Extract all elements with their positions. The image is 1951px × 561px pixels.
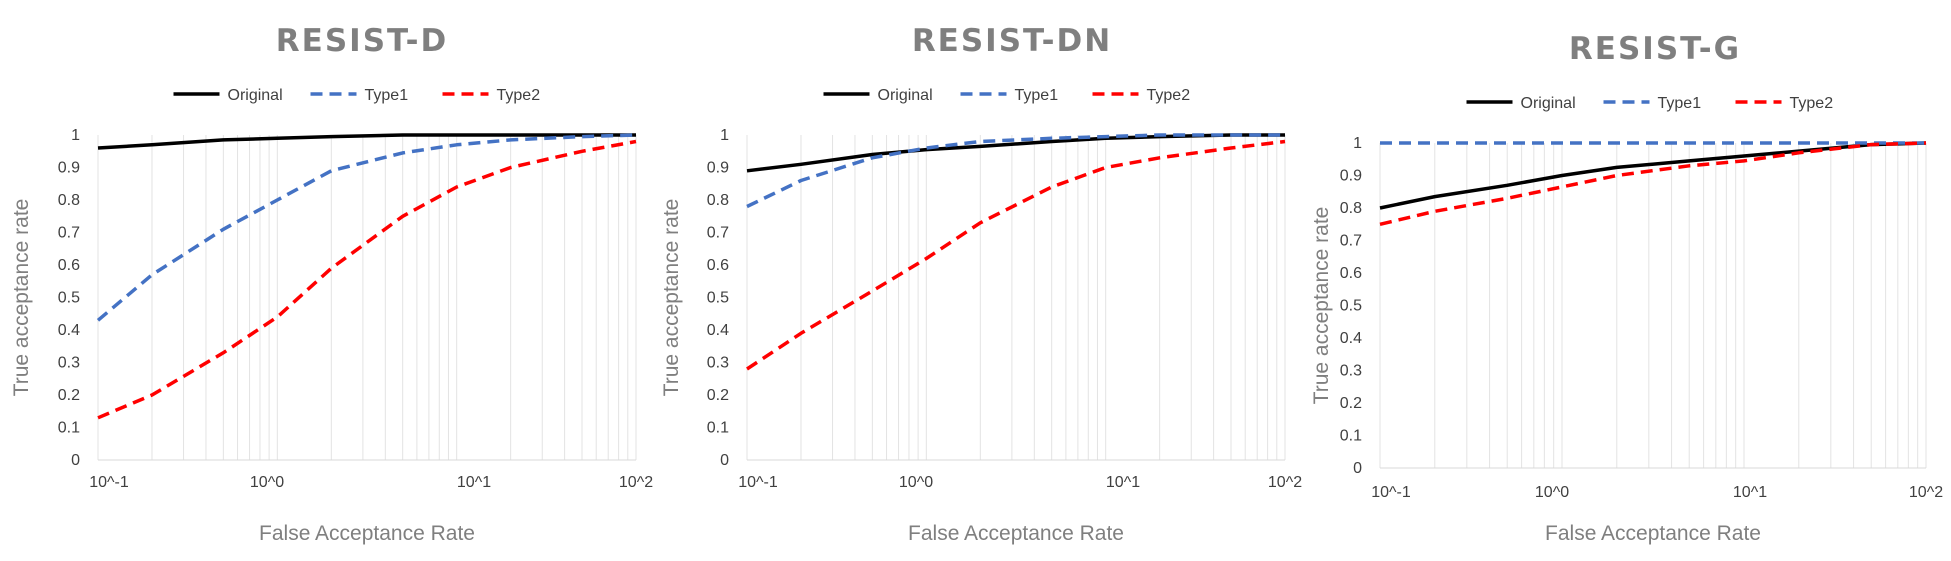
chart-resist-dn: RESIST-DN 0 0.1 0.2 0.3 0.4 0.5 0.6 0.7 0.8 0.9 1 10… xyxy=(660,23,1302,545)
y-tick-label: 1 xyxy=(71,127,80,144)
y-tick-label: 0.3 xyxy=(1340,363,1362,380)
x-axis-label: False Acceptance Rate xyxy=(259,522,475,545)
series-line-type2 xyxy=(746,139,1286,371)
chart-panel-resist-d: RESIST-D 0 0.1 0.2 0.3 0.4 0.5 0.6 0.7 0.8 0.9 1 10^… xyxy=(0,0,653,561)
legend-label: Type1 xyxy=(365,87,409,104)
x-tick-label: 10^2 xyxy=(619,474,653,491)
series-line-type1 xyxy=(96,133,637,322)
x-tick-label: 10^0 xyxy=(1535,484,1569,501)
y-tick-label: 0.9 xyxy=(707,160,729,177)
x-tick-label: 10^0 xyxy=(899,474,933,491)
y-tick-label: 0.2 xyxy=(707,387,729,404)
x-tick-label: 10^2 xyxy=(1268,474,1302,491)
legend: Original Type1 Type2 xyxy=(173,87,541,104)
y-tick-label: 0.7 xyxy=(707,225,729,242)
y-tick-label: 0.5 xyxy=(1340,298,1362,315)
legend: Original Type1 Type2 xyxy=(823,87,1191,104)
chart-panel-resist-g: RESIST-G 0 0.1 0.2 0.3 0.4 0.5 0.6 0.7 0.8 0.9 1 10^… xyxy=(1300,0,1951,561)
series-line-type1 xyxy=(746,133,1285,209)
series-line-original xyxy=(746,133,1285,173)
legend-label: Type2 xyxy=(1147,87,1191,104)
legend-label: Type1 xyxy=(1015,87,1059,104)
gridlines xyxy=(1379,143,1927,468)
series-line-original xyxy=(97,133,636,150)
gridlines xyxy=(97,135,637,460)
y-tick-label: 0.1 xyxy=(58,420,80,437)
y-tick-label: 0.5 xyxy=(707,290,729,307)
y-tick-label: 0.7 xyxy=(1340,233,1362,250)
y-tick-label: 0.6 xyxy=(707,257,729,274)
y-tick-label: 0.4 xyxy=(1340,330,1362,347)
x-tick-label: 10^1 xyxy=(1106,474,1140,491)
y-tick-label: 0.9 xyxy=(58,160,80,177)
y-tick-label: 0.2 xyxy=(58,387,80,404)
y-axis-label: True acceptance rate xyxy=(1310,207,1333,405)
y-tick-label: 0.7 xyxy=(58,225,80,242)
y-tick-label: 0.6 xyxy=(1340,265,1362,282)
y-tick-label: 0.6 xyxy=(58,257,80,274)
y-tick-label: 1 xyxy=(1353,135,1362,152)
x-tick-label: 10^0 xyxy=(250,474,284,491)
chart-resist-g: RESIST-G 0 0.1 0.2 0.3 0.4 0.5 0.6 0.7 0.8 0.9 1 10^… xyxy=(1310,31,1943,545)
y-tick-label: 1 xyxy=(720,127,729,144)
x-tick-label: 10^-1 xyxy=(89,474,129,491)
chart-resist-d: RESIST-D 0 0.1 0.2 0.3 0.4 0.5 0.6 0.7 0.8 0.9 1 10^… xyxy=(10,23,653,545)
y-tick-label: 0.8 xyxy=(707,192,729,209)
y-tick-label: 0.4 xyxy=(58,322,80,339)
legend-label: Original xyxy=(1521,95,1576,112)
x-tick-label: 10^1 xyxy=(1733,484,1767,501)
x-axis-label: False Acceptance Rate xyxy=(908,522,1124,545)
x-tick-label: 10^2 xyxy=(1909,484,1943,501)
y-tick-label: 0.2 xyxy=(1340,395,1362,412)
legend-label: Type1 xyxy=(1658,95,1702,112)
legend: Original Type1 Type2 xyxy=(1466,95,1834,112)
y-tick-label: 0.9 xyxy=(1340,168,1362,185)
y-tick-label: 0.1 xyxy=(707,420,729,437)
series-line-type2 xyxy=(97,139,637,420)
y-axis-label: True acceptance rate xyxy=(660,199,683,397)
y-axis-label: True acceptance rate xyxy=(10,199,33,397)
y-tick-label: 0 xyxy=(720,452,729,469)
chart-title: RESIST-G xyxy=(1569,31,1741,67)
y-tick-label: 0 xyxy=(71,452,80,469)
y-tick-label: 0.5 xyxy=(58,290,80,307)
x-tick-label: 10^-1 xyxy=(1371,484,1411,501)
y-tick-label: 0.8 xyxy=(1340,200,1362,217)
y-tick-label: 0.3 xyxy=(58,355,80,372)
legend-label: Type2 xyxy=(497,87,541,104)
chart-title: RESIST-D xyxy=(276,23,448,59)
x-axis-label: False Acceptance Rate xyxy=(1545,522,1761,545)
y-tick-label: 0.4 xyxy=(707,322,729,339)
legend-label: Original xyxy=(228,87,283,104)
chart-title: RESIST-DN xyxy=(912,23,1112,59)
series-line-type2 xyxy=(1379,141,1927,227)
gridlines xyxy=(746,135,1286,460)
legend-label: Type2 xyxy=(1790,95,1834,112)
y-tick-label: 0.1 xyxy=(1340,428,1362,445)
legend-label: Original xyxy=(878,87,933,104)
y-tick-label: 0.8 xyxy=(58,192,80,209)
x-tick-label: 10^1 xyxy=(457,474,491,491)
series-line-original xyxy=(1379,141,1927,210)
y-tick-label: 0 xyxy=(1353,460,1362,477)
y-tick-label: 0.3 xyxy=(707,355,729,372)
x-tick-label: 10^-1 xyxy=(738,474,778,491)
chart-panel-resist-dn: RESIST-DN 0 0.1 0.2 0.3 0.4 0.5 0.6 0.7 0.8 0.9 1 10… xyxy=(650,0,1302,561)
